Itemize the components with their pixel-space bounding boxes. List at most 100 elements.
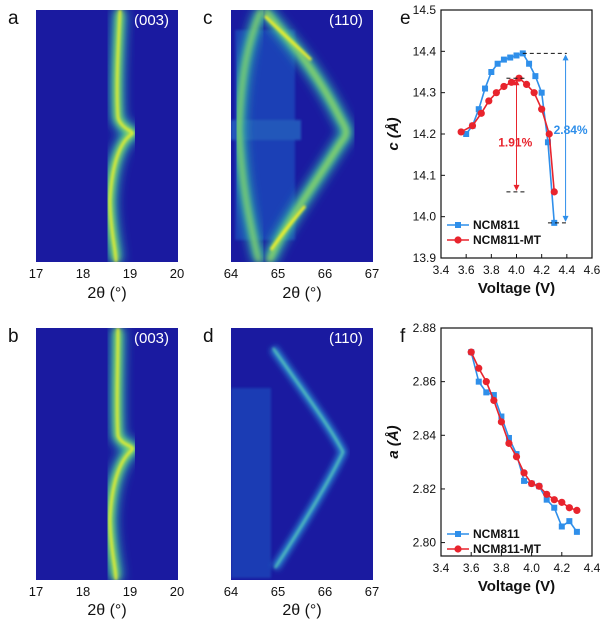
xtick-b-1: 18 [75, 584, 91, 599]
point-f-1-4 [497, 418, 505, 426]
point-e-0-5 [494, 60, 501, 67]
xtick-label-e-3: 4.0 [508, 263, 525, 277]
xtick-label-e-0: 3.4 [433, 263, 450, 277]
ytick-label-e-6: 14.5 [413, 3, 437, 17]
ytick-label-f-1: 2.82 [413, 482, 437, 496]
panel-letter-b: b [8, 326, 19, 347]
heatmap-d [231, 328, 373, 580]
point-f-0-11 [551, 504, 558, 511]
point-e-1-8 [522, 80, 531, 88]
arrow-red-head-up [513, 79, 520, 86]
xtick-label-e-5: 4.4 [558, 263, 575, 277]
point-f-1-13 [565, 504, 573, 512]
xtick-a-0: 17 [28, 266, 44, 281]
point-f-1-12 [558, 498, 566, 506]
annotation-2-84: 2.84% [554, 123, 588, 137]
xtick-label-e-4: 4.2 [533, 263, 550, 277]
point-e-0-3 [482, 85, 489, 92]
point-f-1-8 [528, 479, 536, 488]
xtick-label-f-2: 3.8 [493, 561, 510, 575]
point-f-1-6 [512, 453, 521, 461]
point-f-1-0 [467, 348, 475, 356]
xtick-label-f-3: 4.0 [523, 561, 540, 575]
xtick-d-1: 65 [270, 584, 286, 599]
point-e-0-2 [475, 106, 482, 113]
legend-marker-f-0 [455, 531, 461, 537]
point-e-1-5 [500, 82, 508, 91]
point-e-1-7 [515, 74, 523, 82]
legend-label-f-0: NCM811 [473, 527, 520, 541]
point-f-1-3 [490, 396, 498, 405]
point-e-1-6 [507, 78, 516, 86]
xtick-d-3: 67 [364, 584, 380, 599]
point-e-1-4 [492, 89, 500, 97]
point-e-1-1 [468, 122, 477, 130]
point-f-0-14 [573, 528, 580, 535]
legend-label-e-1: NCM811-MT [473, 233, 542, 247]
series-line-f-1 [470, 351, 578, 512]
ytick-label-e-4: 14.3 [413, 86, 437, 100]
legend-marker-e-0 [455, 222, 461, 228]
xtick-b-0: 17 [28, 584, 44, 599]
point-f-1-10 [543, 490, 551, 498]
point-e-1-9 [530, 89, 538, 97]
xtick-d-0: 64 [223, 584, 239, 599]
point-e-0-4 [488, 69, 495, 75]
ytick-label-f-3: 2.86 [413, 375, 437, 389]
heatmap-c [231, 10, 373, 262]
point-e-1-12 [550, 188, 558, 196]
xtick-a-1: 18 [75, 266, 91, 281]
xtick-a-2: 19 [122, 266, 138, 281]
ytick-label-e-0: 13.9 [413, 251, 437, 265]
xtick-label-f-4: 4.2 [553, 561, 570, 575]
point-f-0-3 [490, 392, 497, 399]
heatmap-b [36, 328, 178, 580]
point-f-0-5 [505, 434, 512, 441]
xtick-d-2: 66 [317, 584, 333, 599]
ytick-label-e-3: 14.2 [413, 127, 437, 141]
xtick-c-0: 64 [223, 266, 239, 281]
xtick-b-2: 19 [122, 584, 138, 599]
panel-letter-f: f [400, 326, 406, 347]
ytick-label-e-1: 14.0 [413, 210, 437, 224]
xtick-c-1: 65 [270, 266, 286, 281]
xtick-c-3: 67 [364, 266, 380, 281]
arrow-blue-head-up [562, 54, 569, 61]
point-f-1-1 [475, 364, 483, 372]
hkl-label-b: (003) [134, 330, 170, 347]
point-f-1-14 [573, 506, 581, 514]
legend-label-e-0: NCM811 [473, 218, 520, 232]
ytick-label-f-4: 2.88 [413, 321, 437, 335]
hkl-label-a: (003) [134, 12, 170, 29]
point-f-0-7 [521, 477, 528, 484]
point-e-1-11 [545, 130, 553, 138]
point-f-0-2 [483, 389, 490, 396]
xlabel-c: 2θ (°) [282, 285, 322, 302]
xtick-a-3: 20 [169, 266, 185, 281]
ylabel-f: a (Å) [385, 425, 402, 458]
point-f-1-9 [535, 482, 543, 490]
xlabel-b: 2θ (°) [87, 602, 127, 619]
annotation-1-91: 1.91% [498, 135, 532, 149]
point-e-0-6 [500, 56, 507, 63]
xlabel-a: 2θ (°) [87, 285, 127, 302]
xtick-b-3: 20 [169, 584, 185, 599]
point-e-0-8 [513, 52, 520, 59]
point-e-1-10 [538, 105, 546, 113]
xtick-label-f-0: 3.4 [433, 561, 450, 575]
point-f-0-12 [558, 523, 565, 530]
ylabel-e: c (Å) [385, 117, 402, 150]
point-e-0-12 [538, 89, 545, 96]
xtick-label-f-1: 3.6 [463, 561, 480, 575]
xtick-label-e-6: 4.6 [584, 263, 601, 277]
point-f-0-1 [475, 378, 482, 385]
ytick-label-f-0: 2.80 [413, 536, 437, 550]
point-e-1-0 [457, 128, 465, 136]
point-e-0-7 [507, 54, 514, 61]
legend-marker-f-1 [454, 545, 462, 553]
xtick-label-e-1: 3.6 [458, 263, 475, 277]
point-f-0-4 [498, 413, 505, 420]
point-f-1-11 [550, 496, 558, 504]
panel-letter-c: c [203, 8, 213, 29]
